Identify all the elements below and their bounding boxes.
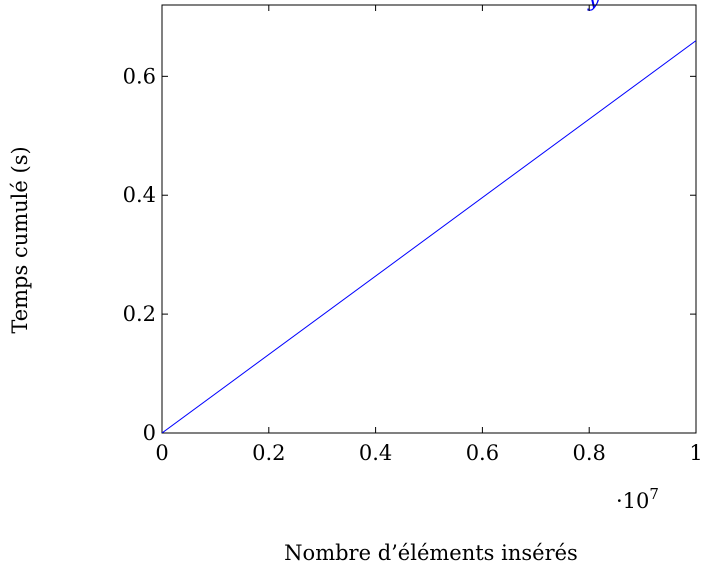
x-tick-label: 0.2 [252,441,285,465]
x-tick-label: 0 [155,441,168,465]
series-line [162,40,696,433]
x-scale-multiplier-exponent: 7 [649,485,659,503]
x-axis-title: Nombre d’éléments insérés [284,541,578,563]
y-tick-label: 0.6 [123,64,156,88]
x-tick-label: 0.4 [359,441,392,465]
x-tick-label: 1 [689,441,702,465]
series-group [162,40,696,433]
x-tick-label: 0.6 [466,441,499,465]
y-tick-label: 0.2 [123,302,156,326]
y-axis-title: Temps cumulé (s) [8,146,32,333]
x-scale-multiplier: ·107 [616,485,659,513]
plot-frame [161,4,697,434]
tick-labels: 0 0.2 0.4 0.6 0.8 1 0 0.2 0.4 0.6 [123,64,702,465]
x-tick-label: 0.8 [572,441,605,465]
x-scale-multiplier-base: ·10 [616,489,649,513]
y-tick-label: 0.4 [123,183,156,207]
tick-marks [161,5,697,434]
y-tick-label: 0 [143,421,156,445]
